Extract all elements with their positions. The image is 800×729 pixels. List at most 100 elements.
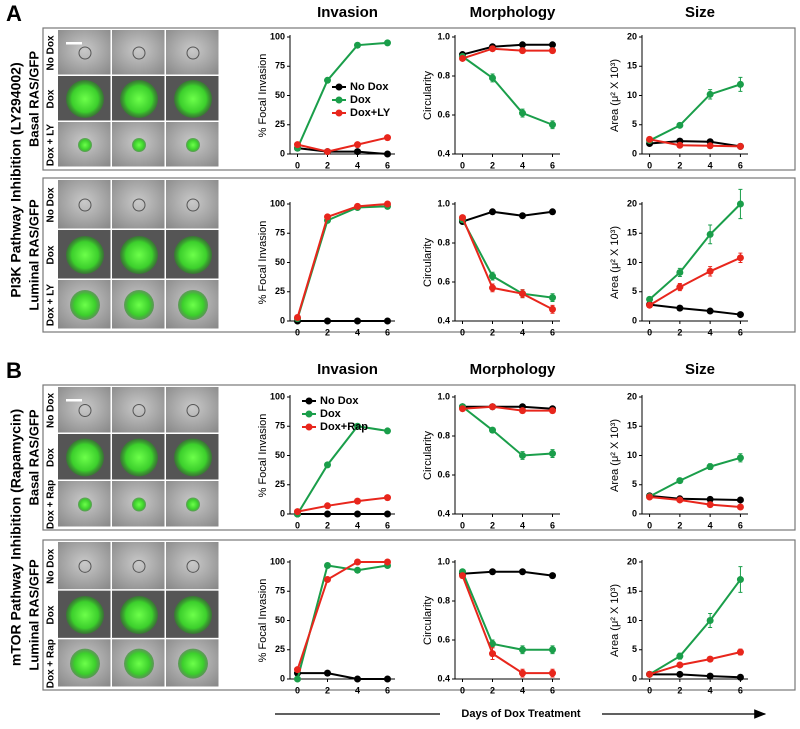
data-point — [354, 675, 361, 683]
condition-label: Dox + Rap — [46, 639, 57, 688]
x-tick-label: 2 — [490, 685, 495, 695]
data-point — [549, 669, 556, 677]
series-line — [649, 651, 741, 676]
data-point — [736, 503, 744, 511]
y-tick-label: 0.8 — [437, 70, 450, 80]
cell-colony — [78, 138, 92, 152]
x-tick-label: 4 — [708, 520, 713, 530]
data-point — [489, 650, 496, 658]
data-point — [676, 496, 684, 504]
micrograph — [58, 387, 111, 433]
row-box — [42, 384, 796, 531]
condition-label: Dox + Rap — [46, 480, 57, 529]
data-point — [676, 141, 684, 149]
x-tick-label: 6 — [550, 520, 555, 530]
cell-colony — [120, 438, 158, 477]
data-point — [324, 669, 331, 677]
data-point — [354, 510, 361, 518]
data-point — [549, 41, 556, 49]
y-axis-label: Circularity — [422, 71, 434, 120]
y-axis-label: Area (μ² X 10³) — [609, 584, 621, 657]
legend-marker — [335, 83, 343, 91]
series-line — [461, 217, 553, 311]
series-line — [461, 219, 553, 299]
data-point — [549, 450, 556, 458]
data-point — [706, 267, 714, 275]
x-tick-label: 2 — [325, 520, 330, 530]
legend-label: No Dox — [320, 395, 359, 407]
data-point — [736, 673, 744, 681]
data-point — [354, 497, 361, 505]
x-tick-label: 6 — [738, 520, 743, 530]
cell-colony — [132, 198, 146, 212]
data-point — [294, 666, 301, 674]
data-point — [324, 502, 331, 510]
data-point — [384, 39, 391, 47]
y-tick-label: 0.4 — [437, 315, 450, 325]
data-point — [706, 307, 714, 315]
y-tick-label: 75 — [275, 228, 285, 238]
y-axis-label: Area (μ² X 10³) — [609, 419, 621, 492]
y-tick-label: 1.0 — [437, 31, 450, 41]
chart-title: Size — [685, 361, 715, 378]
y-tick-label: 10 — [627, 257, 637, 267]
data-point — [294, 141, 301, 149]
x-tick-label: 0 — [295, 685, 300, 695]
data-point — [459, 405, 466, 413]
x-tick-label: 6 — [385, 327, 390, 337]
series-line — [296, 425, 388, 515]
series-line — [461, 405, 553, 457]
data-point — [549, 121, 556, 129]
data-point — [489, 45, 496, 53]
y-axis-label: Area (μ² X 10³) — [609, 226, 621, 299]
y-tick-label: 50 — [275, 615, 285, 625]
x-tick-label: 2 — [677, 160, 682, 170]
data-point — [676, 477, 684, 485]
row-label: Basal RAS/GFP — [26, 409, 41, 505]
data-point — [736, 648, 744, 656]
cell-colony — [78, 559, 92, 573]
cell-colony — [78, 497, 92, 512]
data-point — [519, 669, 526, 677]
series-line — [648, 203, 742, 301]
series-line — [297, 136, 388, 153]
data-point — [706, 495, 714, 503]
data-point — [646, 135, 654, 143]
y-tick-label: 0.6 — [437, 634, 450, 644]
cell-colony — [120, 596, 158, 634]
y-tick-label: 100 — [270, 198, 285, 208]
x-tick-label: 4 — [520, 685, 525, 695]
data-point — [489, 272, 496, 280]
y-tick-label: 0.8 — [437, 430, 450, 440]
y-tick-label: 0.4 — [437, 673, 450, 683]
data-point — [519, 568, 526, 576]
data-point — [324, 148, 331, 156]
data-point — [646, 493, 654, 501]
y-tick-label: 1.0 — [437, 198, 450, 208]
data-point — [294, 675, 301, 683]
data-point — [489, 284, 496, 292]
y-tick-label: 0.8 — [437, 595, 450, 605]
data-point — [519, 407, 526, 415]
cell-colony — [132, 46, 146, 60]
data-point — [736, 80, 744, 88]
x-tick-label: 6 — [738, 327, 743, 337]
y-tick-label: 50 — [275, 450, 285, 460]
data-point — [384, 675, 391, 683]
series-line — [649, 578, 742, 676]
x-tick-label: 2 — [490, 327, 495, 337]
data-point — [384, 427, 391, 435]
data-point — [549, 305, 556, 313]
data-point — [354, 317, 361, 325]
y-axis-label: Area (μ² X 10³) — [609, 59, 621, 132]
x-tick-label: 4 — [355, 160, 360, 170]
cell-colony — [66, 438, 104, 477]
cell-colony — [174, 596, 212, 634]
micrograph — [112, 542, 165, 590]
y-tick-label: 75 — [275, 421, 285, 431]
data-point — [736, 254, 744, 262]
y-tick-label: 0.6 — [437, 109, 450, 119]
data-point — [676, 121, 684, 129]
y-tick-label: 5 — [632, 479, 637, 489]
y-tick-label: 0.6 — [437, 469, 450, 479]
